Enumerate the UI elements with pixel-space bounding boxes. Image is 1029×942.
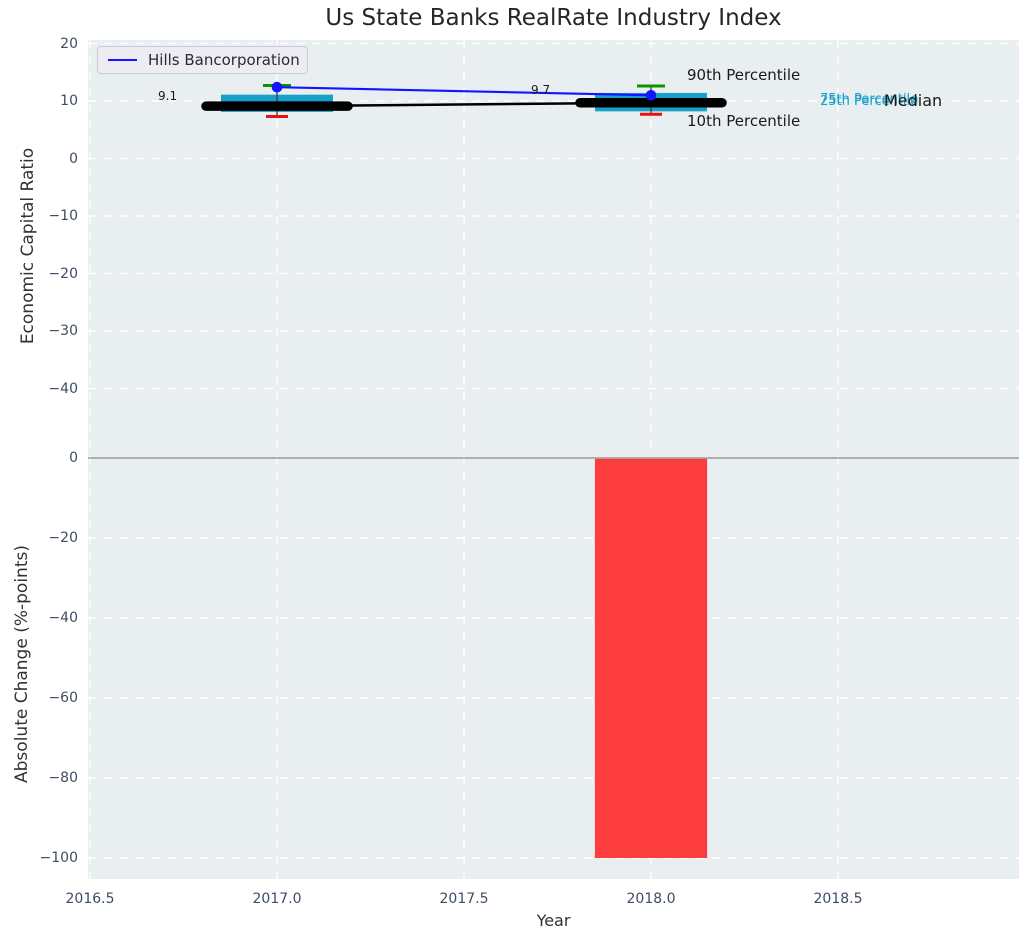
bottom-y-axis-label: Absolute Change (%-points) [12, 545, 32, 783]
bottom-y-tick-label: −20 [48, 530, 78, 546]
x-tick-label: 2017.0 [252, 891, 302, 907]
change-bar [594, 458, 708, 858]
x-tick-label: 2018.0 [626, 891, 676, 907]
top-y-tick-label: 0 [69, 150, 78, 167]
top-y-axis-label: Economic Capital Ratio [18, 147, 38, 345]
legend-line-swatch [108, 59, 137, 61]
bottom-y-tick-label: 0 [69, 450, 78, 466]
annotation-median-2017: 9.1 [158, 89, 178, 103]
company-line [276, 86, 652, 97]
annotation-25th-percentile: 25th Percentile [820, 94, 919, 109]
chart-title: Us State Banks RealRate Industry Index [325, 5, 782, 31]
company-point [645, 89, 657, 101]
annotation-10th-percentile: 10th Percentile [687, 112, 801, 130]
top-y-tick-label: −40 [48, 380, 78, 397]
bottom-y-tick-label: −40 [48, 610, 78, 626]
top-y-tick-label: 20 [60, 35, 78, 52]
x-tick-label: 2018.5 [813, 891, 863, 907]
annotation-75th-percentile: 75th Percentile [820, 92, 919, 107]
legend-label: Hills Bancorporation [148, 51, 300, 69]
bottom-y-tick-label: −60 [48, 690, 78, 706]
top-y-tick-label: −20 [48, 265, 78, 282]
annotation-median: Median [884, 91, 943, 110]
x-axis-label: Year [536, 911, 571, 930]
top-y-tick-label: −10 [48, 208, 78, 224]
bottom-y-tick-label: −80 [48, 770, 78, 786]
annotation-median-2018: 9.7 [531, 83, 551, 97]
top-y-tick-label: −30 [48, 323, 78, 339]
company-point [271, 81, 283, 93]
bottom-y-tick-label: −100 [39, 850, 78, 866]
x-tick-label: 2016.5 [65, 891, 115, 907]
legend: Hills Bancorporation [97, 46, 308, 74]
x-tick-label: 2017.5 [439, 891, 489, 907]
annotation-90th-percentile: 90th Percentile [687, 66, 801, 84]
top-y-tick-label: 10 [60, 93, 78, 109]
bottom-axes-background [88, 451, 1019, 879]
